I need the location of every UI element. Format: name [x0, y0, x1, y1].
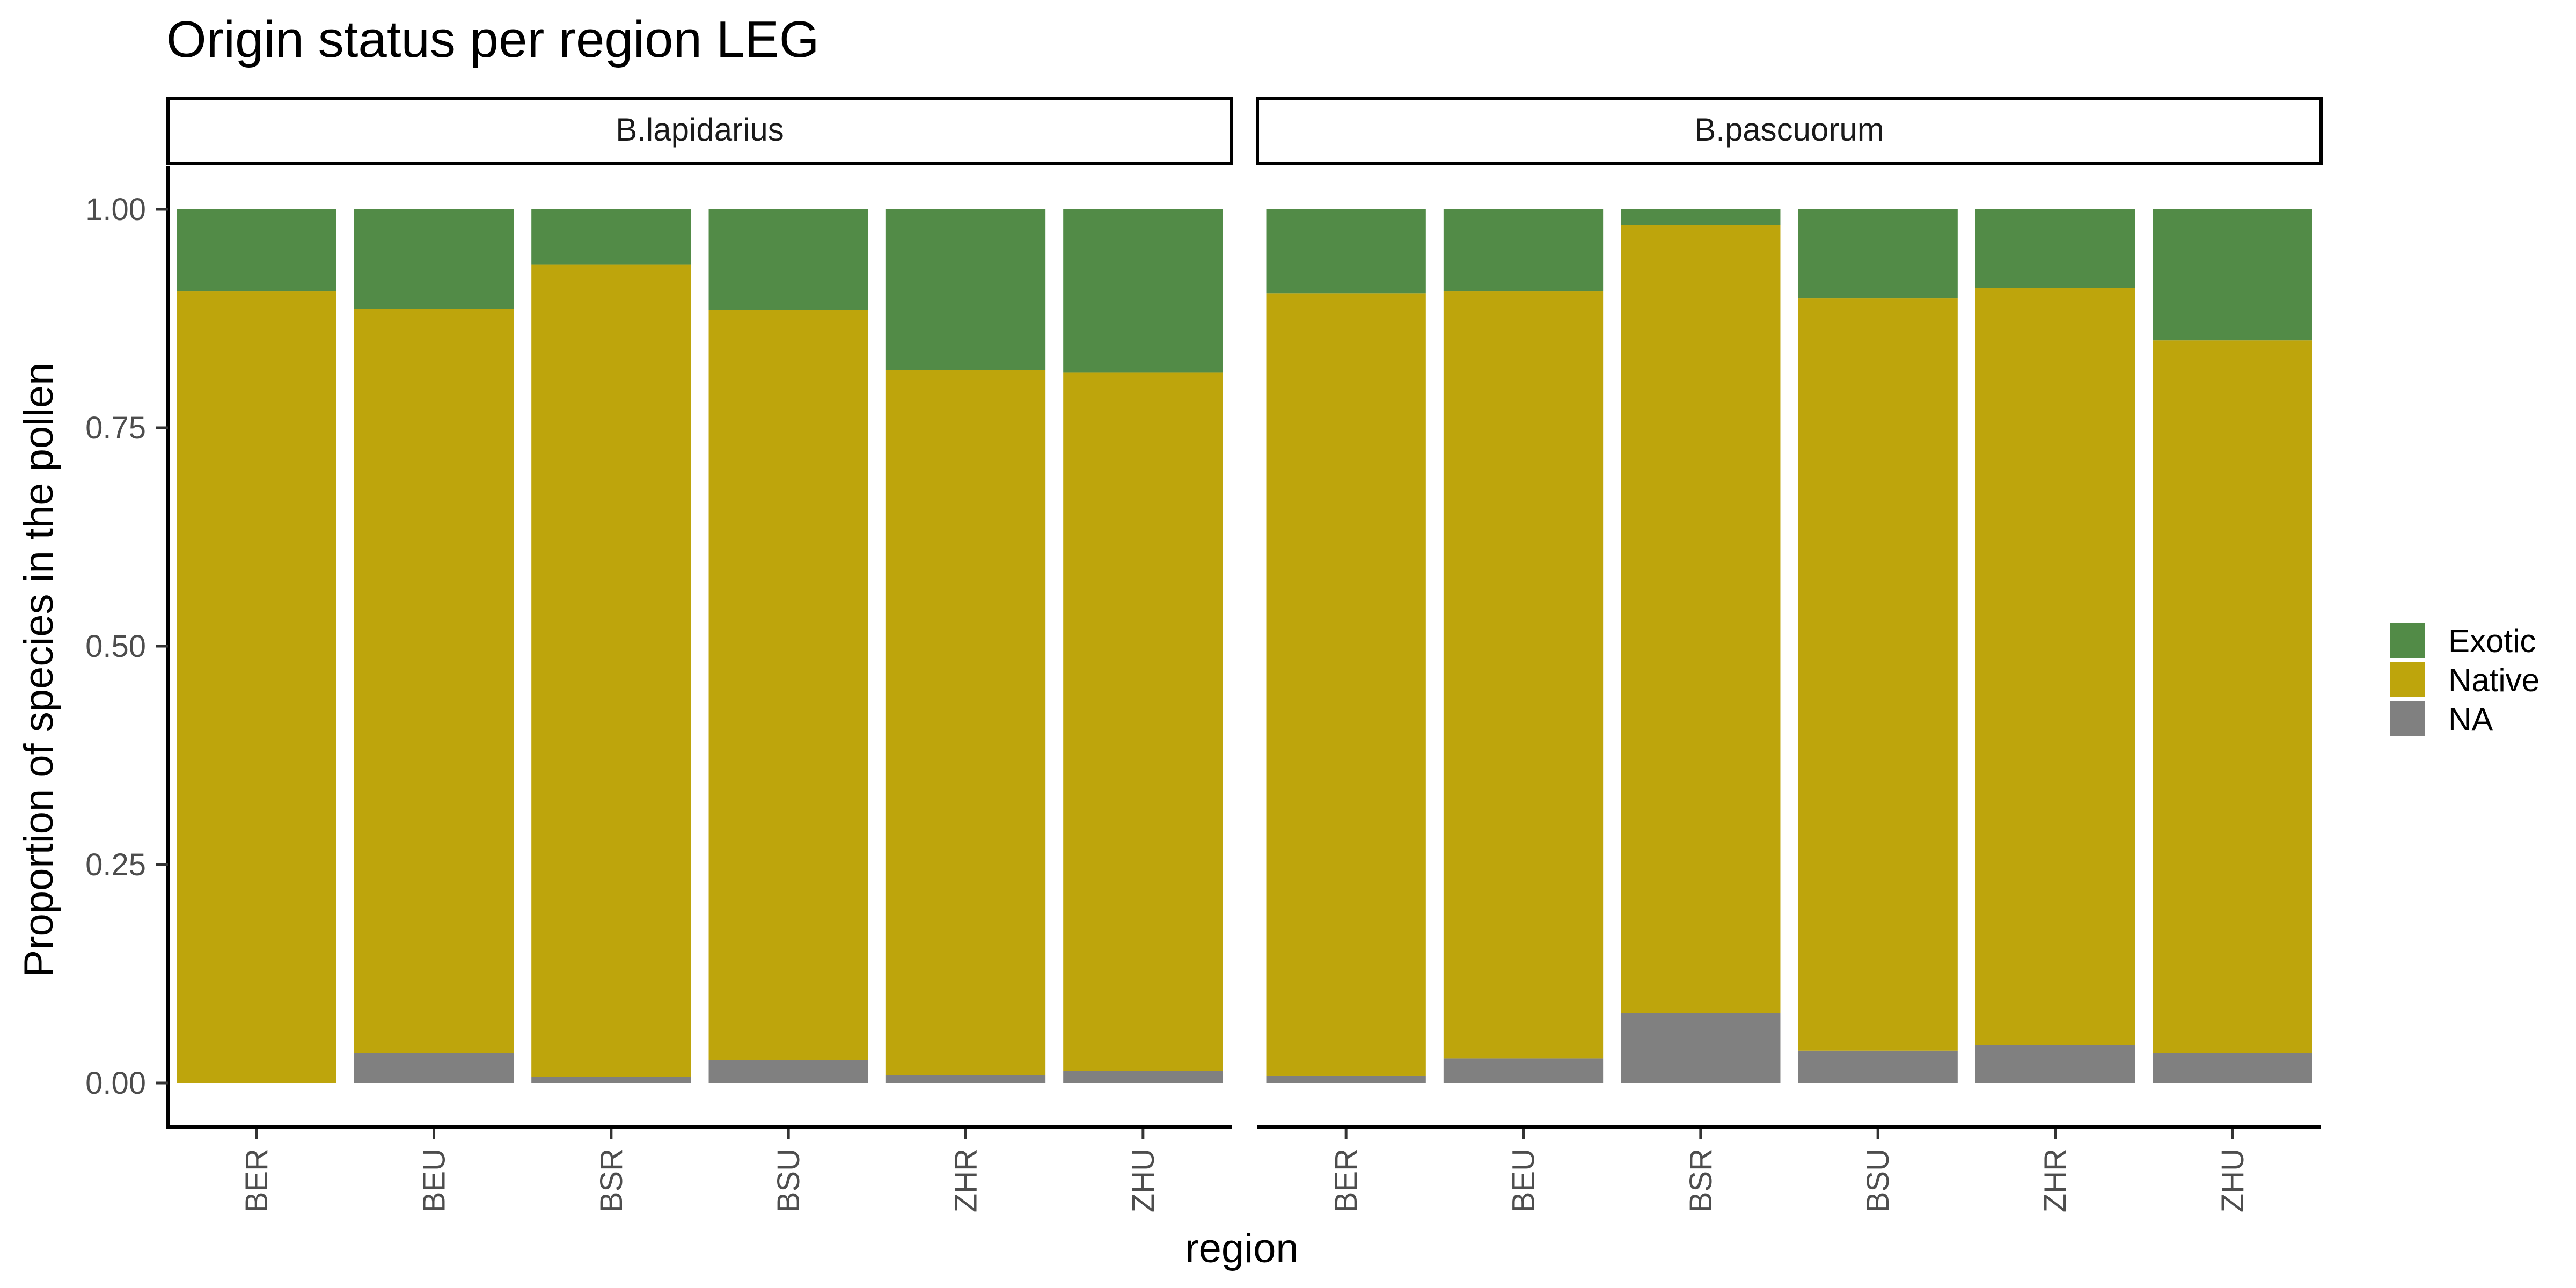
x-tick-label-bsu: BSU — [1861, 1148, 1896, 1212]
x-tick-label-bsr: BSR — [1684, 1148, 1718, 1212]
bar-segment-native-zhu-facet1 — [1063, 372, 1223, 1071]
x-axis-title: region — [1185, 1226, 1298, 1271]
chart-title: Origin status per region LEG — [166, 11, 819, 68]
legend: Exotic Native NA — [2390, 623, 2540, 737]
bar-segment-exotic-bsu-facet1 — [709, 209, 868, 310]
x-tick-label-bsu: BSU — [771, 1148, 806, 1212]
bar-segment-native-bsu-facet1 — [709, 310, 868, 1060]
facet-strip-label-2: B.pascuorum — [1694, 112, 1884, 148]
bar-segment-exotic-zhr-facet1 — [886, 209, 1045, 370]
bar-segment-native-zhr-facet1 — [886, 370, 1045, 1075]
x-tick-label-zhr: ZHR — [949, 1148, 984, 1212]
bar-segment-na-bsr-facet2 — [1621, 1013, 1780, 1083]
bar-segment-exotic-beu-facet1 — [354, 209, 514, 309]
legend-key-native — [2390, 662, 2425, 697]
bar-segment-exotic-bsr-facet2 — [1621, 209, 1780, 225]
legend-label-native: Native — [2448, 662, 2540, 698]
legend-label-exotic: Exotic — [2448, 623, 2536, 659]
x-tick-label-ber: BER — [1329, 1148, 1364, 1212]
x-tick-label-beu: BEU — [417, 1148, 452, 1212]
bar-segment-native-bsu-facet2 — [1798, 298, 1958, 1051]
bars-layer — [177, 209, 2312, 1083]
bar-segment-native-zhr-facet2 — [1975, 288, 2135, 1045]
legend-key-exotic — [2390, 623, 2425, 658]
x-tick-label-beu: BEU — [1506, 1148, 1541, 1212]
bar-segment-native-ber-facet2 — [1267, 293, 1426, 1076]
bar-segment-native-zhu-facet2 — [2153, 340, 2312, 1053]
bar-segment-native-ber-facet1 — [177, 291, 336, 1083]
y-tick-label: 0.75 — [85, 411, 146, 445]
bar-segment-exotic-zhu-facet1 — [1063, 209, 1223, 372]
bar-segment-exotic-ber-facet2 — [1267, 209, 1426, 293]
bar-segment-na-beu-facet1 — [354, 1053, 514, 1083]
bar-segment-na-zhr-facet1 — [886, 1075, 1045, 1083]
bar-segment-exotic-ber-facet1 — [177, 209, 336, 291]
y-tick-label: 0.25 — [85, 847, 146, 882]
bar-segment-exotic-bsr-facet1 — [531, 209, 691, 265]
y-tick-label: 0.50 — [85, 629, 146, 664]
bar-segment-na-bsr-facet1 — [531, 1077, 691, 1083]
bar-segment-na-zhr-facet2 — [1975, 1045, 2135, 1083]
y-tick-label: 0.00 — [85, 1066, 146, 1101]
bar-segment-na-beu-facet2 — [1444, 1058, 1603, 1083]
bar-segment-native-bsr-facet1 — [531, 265, 691, 1077]
bar-segment-native-bsr-facet2 — [1621, 225, 1780, 1013]
x-tick-label-zhu: ZHU — [1126, 1148, 1161, 1212]
bar-segment-na-bsu-facet1 — [709, 1060, 868, 1083]
y-tick-label: 1.00 — [85, 192, 146, 227]
bar-segment-exotic-zhu-facet2 — [2153, 209, 2312, 340]
bar-segment-na-zhu-facet1 — [1063, 1071, 1223, 1083]
legend-key-na — [2390, 701, 2425, 736]
x-tick-label-zhu: ZHU — [2215, 1148, 2250, 1212]
y-axis-title: Proportion of species in the pollen — [16, 363, 62, 977]
bar-segment-native-beu-facet2 — [1444, 291, 1603, 1058]
bar-segment-na-ber-facet2 — [1267, 1076, 1426, 1083]
x-tick-label-bsr: BSR — [594, 1148, 629, 1212]
legend-label-na: NA — [2448, 701, 2493, 737]
bar-segment-exotic-beu-facet2 — [1444, 209, 1603, 291]
x-tick-label-ber: BER — [239, 1148, 274, 1212]
bar-segment-exotic-bsu-facet2 — [1798, 209, 1958, 298]
facet-strip-label-1: B.lapidarius — [616, 112, 784, 148]
bar-segment-na-zhu-facet2 — [2153, 1053, 2312, 1083]
bar-segment-native-beu-facet1 — [354, 309, 514, 1053]
bar-segment-na-bsu-facet2 — [1798, 1051, 1958, 1083]
x-tick-label-zhr: ZHR — [2038, 1148, 2073, 1212]
bar-segment-exotic-zhr-facet2 — [1975, 209, 2135, 288]
